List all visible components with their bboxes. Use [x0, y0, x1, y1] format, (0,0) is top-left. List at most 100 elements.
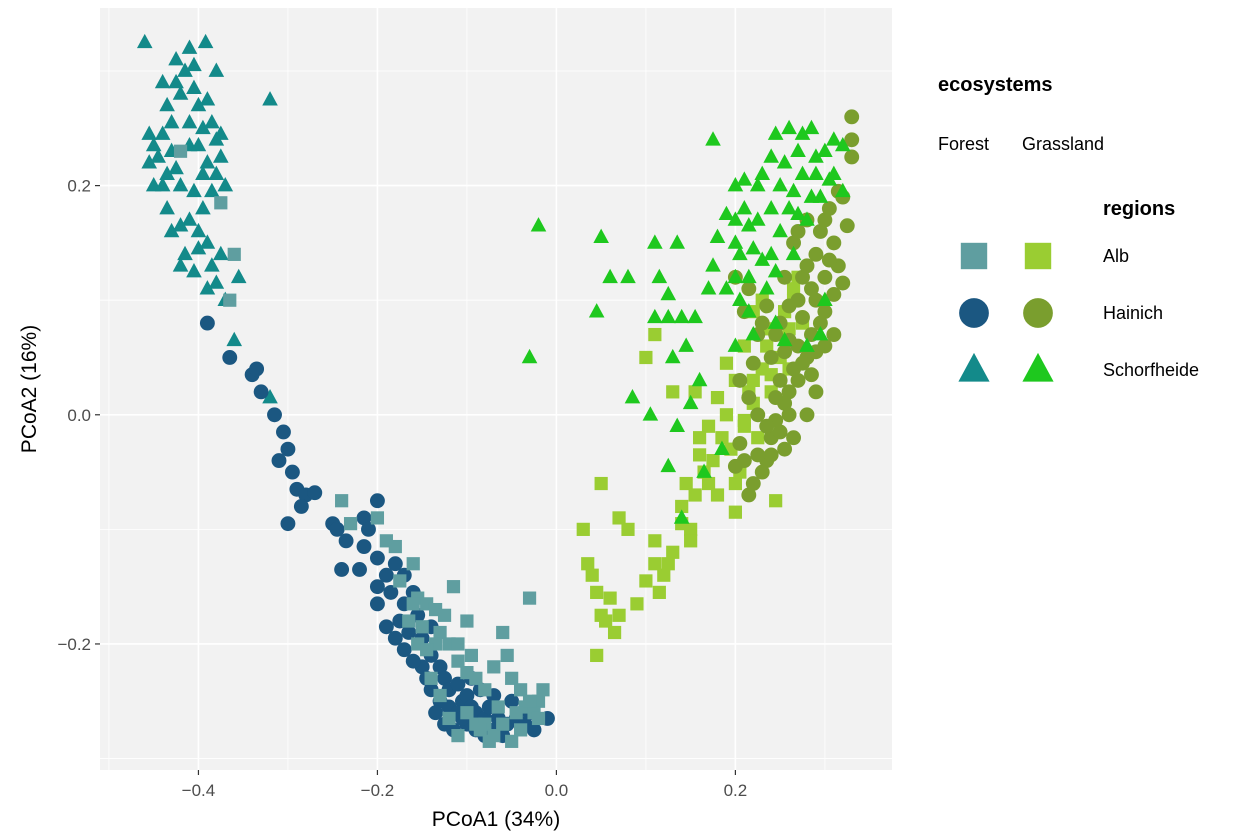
legend-key-grassland-schorfheide [1022, 352, 1054, 382]
point-grassland-hainich [741, 390, 757, 406]
point-grassland-alb [599, 614, 613, 628]
point-forest-schorfheide [190, 222, 207, 238]
point-forest-alb [460, 614, 474, 628]
point-grassland-alb [612, 511, 626, 525]
point-forest-schorfheide [217, 177, 234, 192]
point-grassland-schorfheide [763, 148, 779, 163]
legend-key-grassland-hainich [1023, 298, 1053, 328]
point-grassland-hainich [817, 212, 833, 228]
point-forest-schorfheide [262, 389, 278, 404]
point-forest-alb [420, 643, 434, 657]
point-grassland-alb [590, 585, 604, 599]
point-forest-alb [437, 608, 452, 622]
point-grassland-hainich [839, 218, 855, 234]
point-grassland-hainich [790, 224, 806, 239]
point-forest-schorfheide [172, 85, 189, 100]
point-grassland-schorfheide [660, 457, 677, 473]
point-grassland-hainich [768, 390, 784, 406]
point-grassland-hainich [786, 235, 801, 251]
point-grassland-hainich [790, 292, 806, 308]
point-grassland-schorfheide [602, 268, 618, 284]
point-grassland-schorfheide [826, 131, 842, 146]
point-grassland-alb [760, 339, 774, 353]
point-grassland-schorfheide [767, 125, 784, 140]
point-forest-alb [415, 620, 429, 634]
point-grassland-schorfheide [660, 308, 677, 324]
point-forest-schorfheide [190, 136, 207, 152]
point-grassland-schorfheide [754, 251, 771, 266]
point-forest-schorfheide [199, 91, 216, 106]
point-forest-hainich [526, 722, 542, 738]
point-grassland-hainich [759, 298, 775, 314]
point-forest-schorfheide [168, 73, 184, 89]
legend-regions-title: regions [1103, 198, 1175, 220]
point-grassland-alb [769, 494, 783, 508]
point-grassland-hainich [795, 309, 810, 325]
point-grassland-schorfheide [593, 228, 609, 243]
point-forest-alb [464, 648, 478, 663]
point-grassland-alb [688, 488, 702, 502]
legend-ecosystem-forest: Forest [938, 134, 989, 154]
point-forest-schorfheide [145, 136, 162, 152]
point-forest-schorfheide [195, 199, 211, 215]
point-grassland-hainich [817, 304, 833, 320]
point-grassland-schorfheide [781, 119, 797, 135]
y-axis-title: PCoA2 (16%) [18, 325, 41, 453]
point-forest-alb [522, 591, 537, 605]
grid-major [100, 8, 892, 770]
point-forest-schorfheide [154, 177, 171, 192]
point-grassland-alb [719, 356, 734, 370]
point-forest-hainich [249, 361, 265, 377]
point-grassland-hainich [826, 327, 842, 343]
point-grassland-hainich [812, 224, 828, 239]
point-grassland-hainich [821, 201, 837, 216]
point-forest-alb [406, 557, 420, 571]
point-grassland-hainich [804, 367, 819, 383]
point-forest-schorfheide [177, 62, 193, 77]
point-grassland-alb [715, 431, 729, 445]
point-forest-alb [214, 196, 228, 210]
point-forest-schorfheide [172, 217, 189, 232]
point-grassland-alb [710, 488, 725, 502]
point-forest-hainich [383, 584, 399, 600]
point-grassland-alb [746, 373, 760, 388]
point-forest-schorfheide [199, 280, 216, 295]
point-forest-schorfheide [154, 73, 171, 89]
point-grassland-schorfheide [682, 394, 699, 410]
point-grassland-schorfheide [803, 188, 820, 203]
point-forest-schorfheide [213, 245, 229, 261]
point-grassland-hainich [812, 315, 828, 331]
point-grassland-alb [701, 476, 716, 491]
point-grassland-alb [666, 385, 680, 399]
point-forest-alb [446, 580, 461, 594]
point-forest-alb [227, 247, 241, 261]
point-forest-schorfheide [168, 159, 184, 175]
point-grassland-hainich [808, 246, 824, 262]
point-grassland-hainich [741, 487, 757, 503]
point-forest-hainich [504, 693, 520, 709]
legend-region-alb: Alb [1103, 246, 1129, 266]
point-grassland-schorfheide [696, 463, 712, 478]
point-forest-alb [442, 711, 456, 726]
point-grassland-alb [786, 282, 801, 296]
point-grassland-hainich [732, 372, 748, 388]
point-forest-alb [393, 574, 407, 588]
point-grassland-schorfheide [647, 308, 663, 324]
point-grassland-schorfheide [763, 245, 779, 261]
point-grassland-alb [675, 499, 689, 514]
point-forest-schorfheide [204, 114, 220, 129]
point-grassland-hainich [804, 281, 819, 297]
point-forest-hainich [352, 562, 367, 577]
point-grassland-hainich [772, 424, 788, 440]
point-grassland-alb [728, 505, 742, 519]
point-grassland-hainich [844, 149, 860, 165]
point-forest-alb [343, 517, 358, 531]
point-forest-hainich [432, 659, 448, 675]
point-forest-schorfheide [186, 56, 202, 72]
point-grassland-hainich [786, 430, 801, 446]
legend: ecosystems Forest Grassland regions Alb … [938, 74, 1199, 382]
point-forest-hainich [387, 556, 403, 572]
point-grassland-schorfheide [530, 217, 547, 232]
point-forest-schorfheide [163, 114, 180, 129]
point-grassland-alb [630, 597, 644, 611]
